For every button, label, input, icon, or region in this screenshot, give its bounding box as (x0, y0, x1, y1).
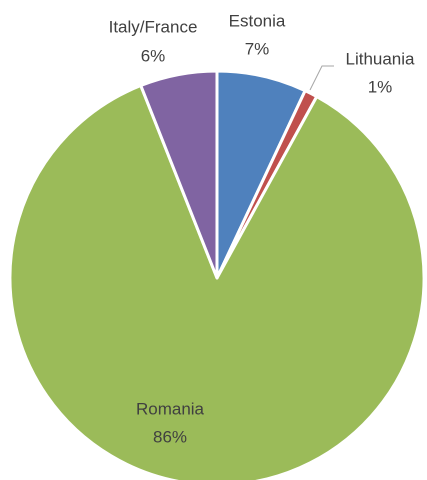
slice-label: Italy/France (109, 17, 198, 36)
slice-label: Romania (136, 399, 205, 418)
pie-slice (139, 69, 219, 280)
value-label: 6% (141, 46, 166, 65)
pie-slice (8, 84, 426, 480)
slice-label: Lithuania (345, 49, 415, 68)
slice-label: Estonia (229, 11, 286, 30)
leader-line (309, 65, 334, 91)
value-label: 86% (153, 427, 187, 446)
value-label: 7% (245, 39, 270, 58)
value-label: 1% (368, 77, 393, 96)
